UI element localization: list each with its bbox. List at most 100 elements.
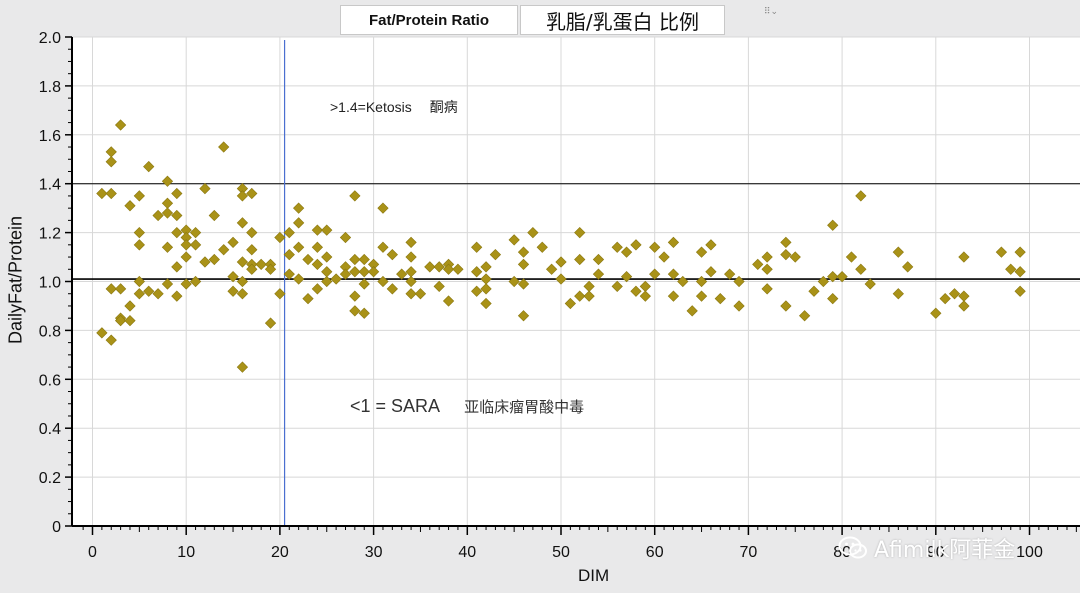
data-point <box>471 266 483 278</box>
chart-title-cn-text: 乳脂/乳蛋白 比例 <box>545 9 700 34</box>
data-point <box>958 300 970 312</box>
data-point <box>405 236 417 249</box>
data-point <box>358 307 370 319</box>
data-point <box>958 251 970 263</box>
data-point <box>246 244 258 256</box>
data-point <box>199 256 211 268</box>
data-point <box>761 263 773 275</box>
data-point <box>311 258 324 271</box>
data-point <box>133 275 145 288</box>
data-point <box>442 263 455 275</box>
data-point <box>686 305 698 317</box>
data-point <box>349 266 361 278</box>
data-point <box>133 288 145 300</box>
data-point <box>246 226 258 239</box>
data-point <box>405 275 417 288</box>
data-point <box>480 283 492 295</box>
y-tick-label: 0.2 <box>39 470 61 487</box>
y-tick-label: 0.4 <box>39 421 61 438</box>
data-point <box>780 248 792 261</box>
data-point <box>114 119 127 131</box>
data-point <box>611 280 623 293</box>
data-point <box>339 268 352 280</box>
data-point <box>152 209 164 222</box>
data-point <box>293 241 305 253</box>
x-tick-label: 10 <box>177 544 195 561</box>
data-point <box>930 307 942 319</box>
data-point <box>293 273 305 285</box>
data-point <box>827 292 839 305</box>
data-point <box>836 270 848 283</box>
data-point <box>414 288 427 300</box>
data-point <box>827 219 839 231</box>
chart-title-tab[interactable]: Fat/Protein Ratio <box>340 5 518 35</box>
data-point <box>489 248 502 261</box>
data-point <box>274 288 286 300</box>
data-point <box>236 217 249 229</box>
x-tick-label: 100 <box>1016 544 1043 561</box>
data-point <box>171 187 183 200</box>
data-point <box>377 202 389 214</box>
data-point <box>283 226 295 239</box>
data-points <box>96 119 1026 373</box>
data-point <box>321 224 333 236</box>
data-point <box>199 182 211 195</box>
data-point <box>236 288 249 300</box>
data-point <box>264 263 277 275</box>
data-point <box>677 275 689 288</box>
data-point <box>377 241 389 253</box>
x-tick-label: 0 <box>88 544 97 561</box>
data-point <box>789 251 801 263</box>
data-point <box>124 200 136 212</box>
data-point <box>377 275 389 288</box>
data-point <box>302 292 314 305</box>
data-point <box>902 261 914 273</box>
data-point <box>330 273 342 285</box>
data-point <box>171 261 183 273</box>
tab-menu-icon[interactable]: ⠿⌄ <box>763 7 779 17</box>
data-point <box>143 285 155 297</box>
data-point <box>161 207 174 219</box>
data-point <box>574 226 586 239</box>
data-point <box>161 278 174 290</box>
data-point <box>564 297 576 310</box>
data-point <box>761 283 773 295</box>
data-point <box>171 226 183 239</box>
data-point <box>227 270 239 283</box>
data-point <box>705 266 717 278</box>
data-point <box>583 280 595 293</box>
data-point <box>892 288 904 300</box>
data-point <box>208 209 220 222</box>
chart-title-chinese: 乳脂/乳蛋白 比例 <box>520 5 725 35</box>
data-point <box>658 251 670 263</box>
y-tick-label: 1.8 <box>39 79 61 96</box>
data-point <box>246 187 258 200</box>
data-point <box>555 273 567 285</box>
y-tick-label: 0.6 <box>39 372 61 389</box>
data-point <box>114 283 127 295</box>
data-point <box>124 314 136 327</box>
data-point <box>705 239 717 251</box>
data-point <box>208 253 220 266</box>
data-point <box>236 256 249 268</box>
data-point <box>246 263 258 275</box>
data-point <box>171 290 183 302</box>
data-point <box>105 187 117 200</box>
x-tick-label: 60 <box>646 544 664 561</box>
x-tick-label: 20 <box>271 544 289 561</box>
data-point <box>321 251 333 263</box>
data-point <box>517 310 530 322</box>
data-point <box>236 275 249 288</box>
ketosis-annotation: >1.4=Ketosis 酮病 <box>330 97 458 117</box>
data-point <box>1014 246 1026 258</box>
data-point <box>442 295 455 307</box>
data-point <box>939 292 951 305</box>
data-point <box>808 285 820 297</box>
data-point <box>96 187 108 200</box>
data-point <box>480 297 492 310</box>
data-point <box>367 266 380 278</box>
data-point <box>152 288 164 300</box>
data-point <box>96 327 108 339</box>
y-axis-label: DailyFat/Protein <box>5 215 26 345</box>
data-point <box>695 246 708 258</box>
